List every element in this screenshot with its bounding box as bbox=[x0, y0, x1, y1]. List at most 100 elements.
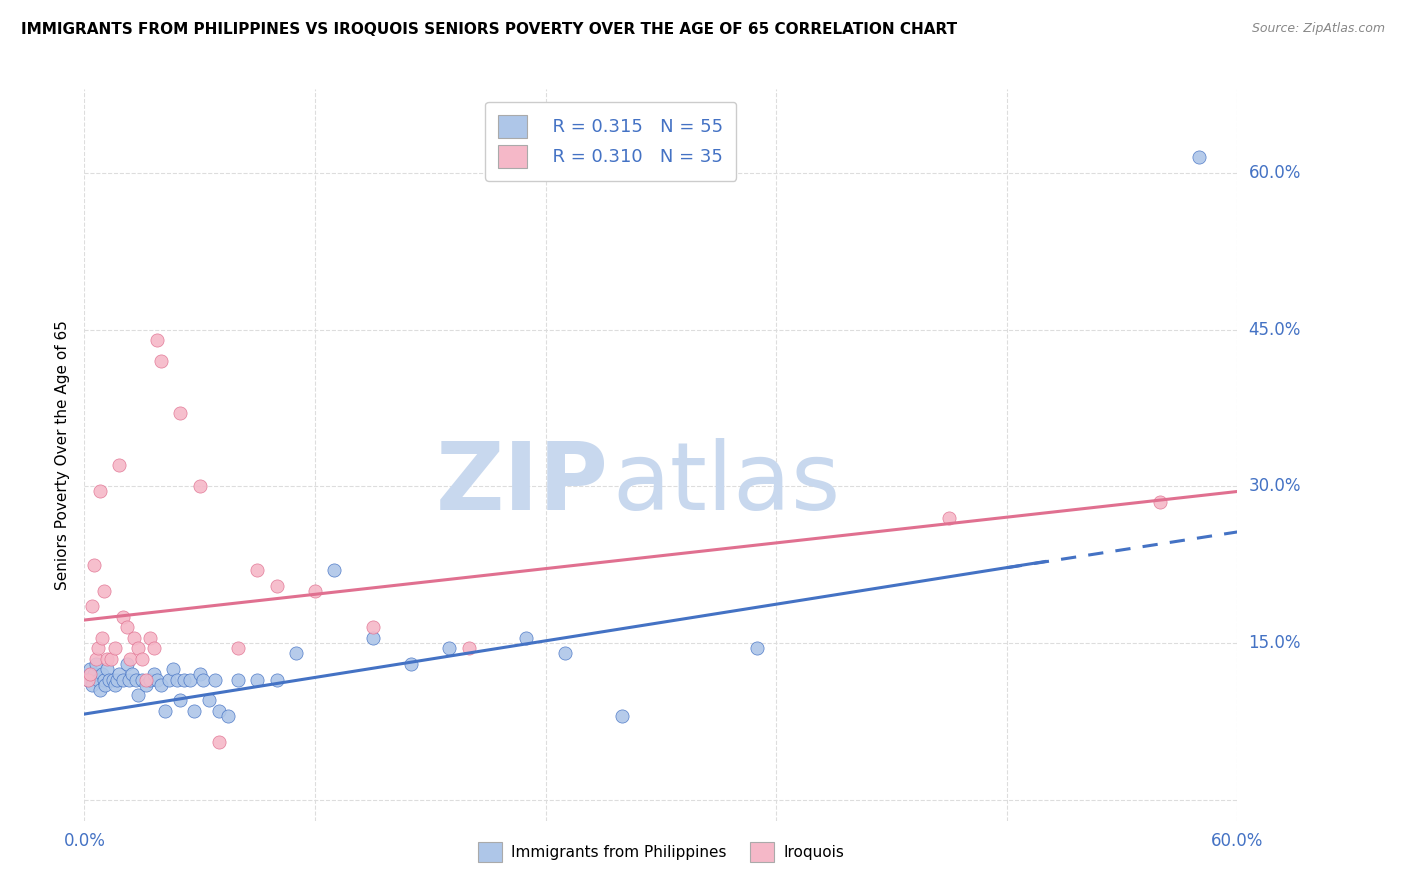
Point bbox=[96, 662, 118, 676]
Text: ZIP: ZIP bbox=[436, 438, 609, 530]
Point bbox=[94, 678, 117, 692]
Point bbox=[399, 657, 422, 671]
Point bbox=[80, 678, 103, 692]
Text: 0.0%: 0.0% bbox=[63, 831, 105, 850]
Point bbox=[131, 673, 153, 687]
Point bbox=[103, 673, 124, 687]
Point bbox=[1188, 150, 1211, 164]
Point bbox=[111, 610, 134, 624]
Point bbox=[304, 583, 326, 598]
Text: IMMIGRANTS FROM PHILIPPINES VS IROQUOIS SENIORS POVERTY OVER THE AGE OF 65 CORRE: IMMIGRANTS FROM PHILIPPINES VS IROQUOIS … bbox=[21, 22, 957, 37]
Point bbox=[515, 631, 537, 645]
Point bbox=[266, 578, 288, 592]
Point bbox=[169, 693, 191, 707]
Point bbox=[188, 479, 211, 493]
Point bbox=[121, 667, 143, 681]
Point bbox=[108, 667, 131, 681]
Point bbox=[142, 667, 165, 681]
Point bbox=[146, 333, 169, 347]
Point bbox=[87, 673, 110, 687]
Point bbox=[150, 354, 173, 368]
Point bbox=[183, 704, 205, 718]
Point bbox=[208, 735, 231, 749]
Point bbox=[131, 651, 153, 665]
Point bbox=[226, 641, 249, 656]
Point bbox=[157, 673, 180, 687]
Text: 15.0%: 15.0% bbox=[1249, 634, 1301, 652]
Point bbox=[246, 563, 269, 577]
Point bbox=[226, 673, 249, 687]
Point bbox=[166, 673, 188, 687]
Point bbox=[217, 709, 239, 723]
Point bbox=[90, 667, 112, 681]
Point bbox=[173, 673, 195, 687]
Point bbox=[138, 631, 160, 645]
Point bbox=[115, 620, 138, 634]
Point bbox=[266, 673, 288, 687]
Point bbox=[90, 631, 112, 645]
Legend: Immigrants from Philippines, Iroquois: Immigrants from Philippines, Iroquois bbox=[471, 836, 851, 868]
Point bbox=[162, 662, 184, 676]
Point bbox=[84, 657, 107, 671]
Point bbox=[204, 673, 226, 687]
Point bbox=[284, 647, 307, 661]
Point bbox=[138, 673, 160, 687]
Point bbox=[104, 641, 127, 656]
Point bbox=[208, 704, 231, 718]
Text: 30.0%: 30.0% bbox=[1249, 477, 1301, 495]
Point bbox=[246, 673, 269, 687]
Text: Source: ZipAtlas.com: Source: ZipAtlas.com bbox=[1251, 22, 1385, 36]
Point bbox=[117, 673, 139, 687]
Point bbox=[169, 406, 191, 420]
Point bbox=[125, 673, 148, 687]
Point bbox=[361, 620, 384, 634]
Point bbox=[98, 673, 121, 687]
Point bbox=[198, 693, 221, 707]
Point bbox=[100, 651, 122, 665]
Point bbox=[146, 673, 169, 687]
Point bbox=[83, 558, 105, 572]
Point bbox=[135, 678, 157, 692]
Point bbox=[89, 683, 111, 698]
Point bbox=[104, 678, 127, 692]
Point bbox=[554, 647, 576, 661]
Point bbox=[1149, 495, 1171, 509]
Y-axis label: Seniors Poverty Over the Age of 65: Seniors Poverty Over the Age of 65 bbox=[55, 320, 70, 590]
Point bbox=[79, 662, 101, 676]
Point bbox=[77, 673, 100, 687]
Point bbox=[745, 641, 768, 656]
Point bbox=[115, 657, 138, 671]
Point bbox=[938, 510, 960, 524]
Point bbox=[111, 673, 134, 687]
Point bbox=[83, 667, 105, 681]
Point bbox=[457, 641, 479, 656]
Point bbox=[93, 583, 115, 598]
Point bbox=[124, 631, 146, 645]
Point bbox=[77, 673, 100, 687]
Point bbox=[80, 599, 103, 614]
Point bbox=[93, 673, 115, 687]
Point bbox=[150, 678, 173, 692]
Point bbox=[439, 641, 461, 656]
Point bbox=[612, 709, 634, 723]
Text: 60.0%: 60.0% bbox=[1249, 164, 1301, 182]
Point bbox=[153, 704, 176, 718]
Point bbox=[361, 631, 384, 645]
Point bbox=[135, 673, 157, 687]
Text: 45.0%: 45.0% bbox=[1249, 320, 1301, 339]
Point bbox=[142, 641, 165, 656]
Point bbox=[188, 667, 211, 681]
Point bbox=[96, 651, 118, 665]
Point bbox=[179, 673, 201, 687]
Text: 60.0%: 60.0% bbox=[1211, 831, 1264, 850]
Point bbox=[323, 563, 346, 577]
Point bbox=[84, 651, 107, 665]
Point bbox=[127, 688, 149, 702]
Point bbox=[105, 673, 128, 687]
Point bbox=[120, 651, 142, 665]
Point bbox=[87, 641, 110, 656]
Point bbox=[193, 673, 215, 687]
Point bbox=[89, 484, 111, 499]
Point bbox=[108, 458, 131, 473]
Point bbox=[127, 641, 149, 656]
